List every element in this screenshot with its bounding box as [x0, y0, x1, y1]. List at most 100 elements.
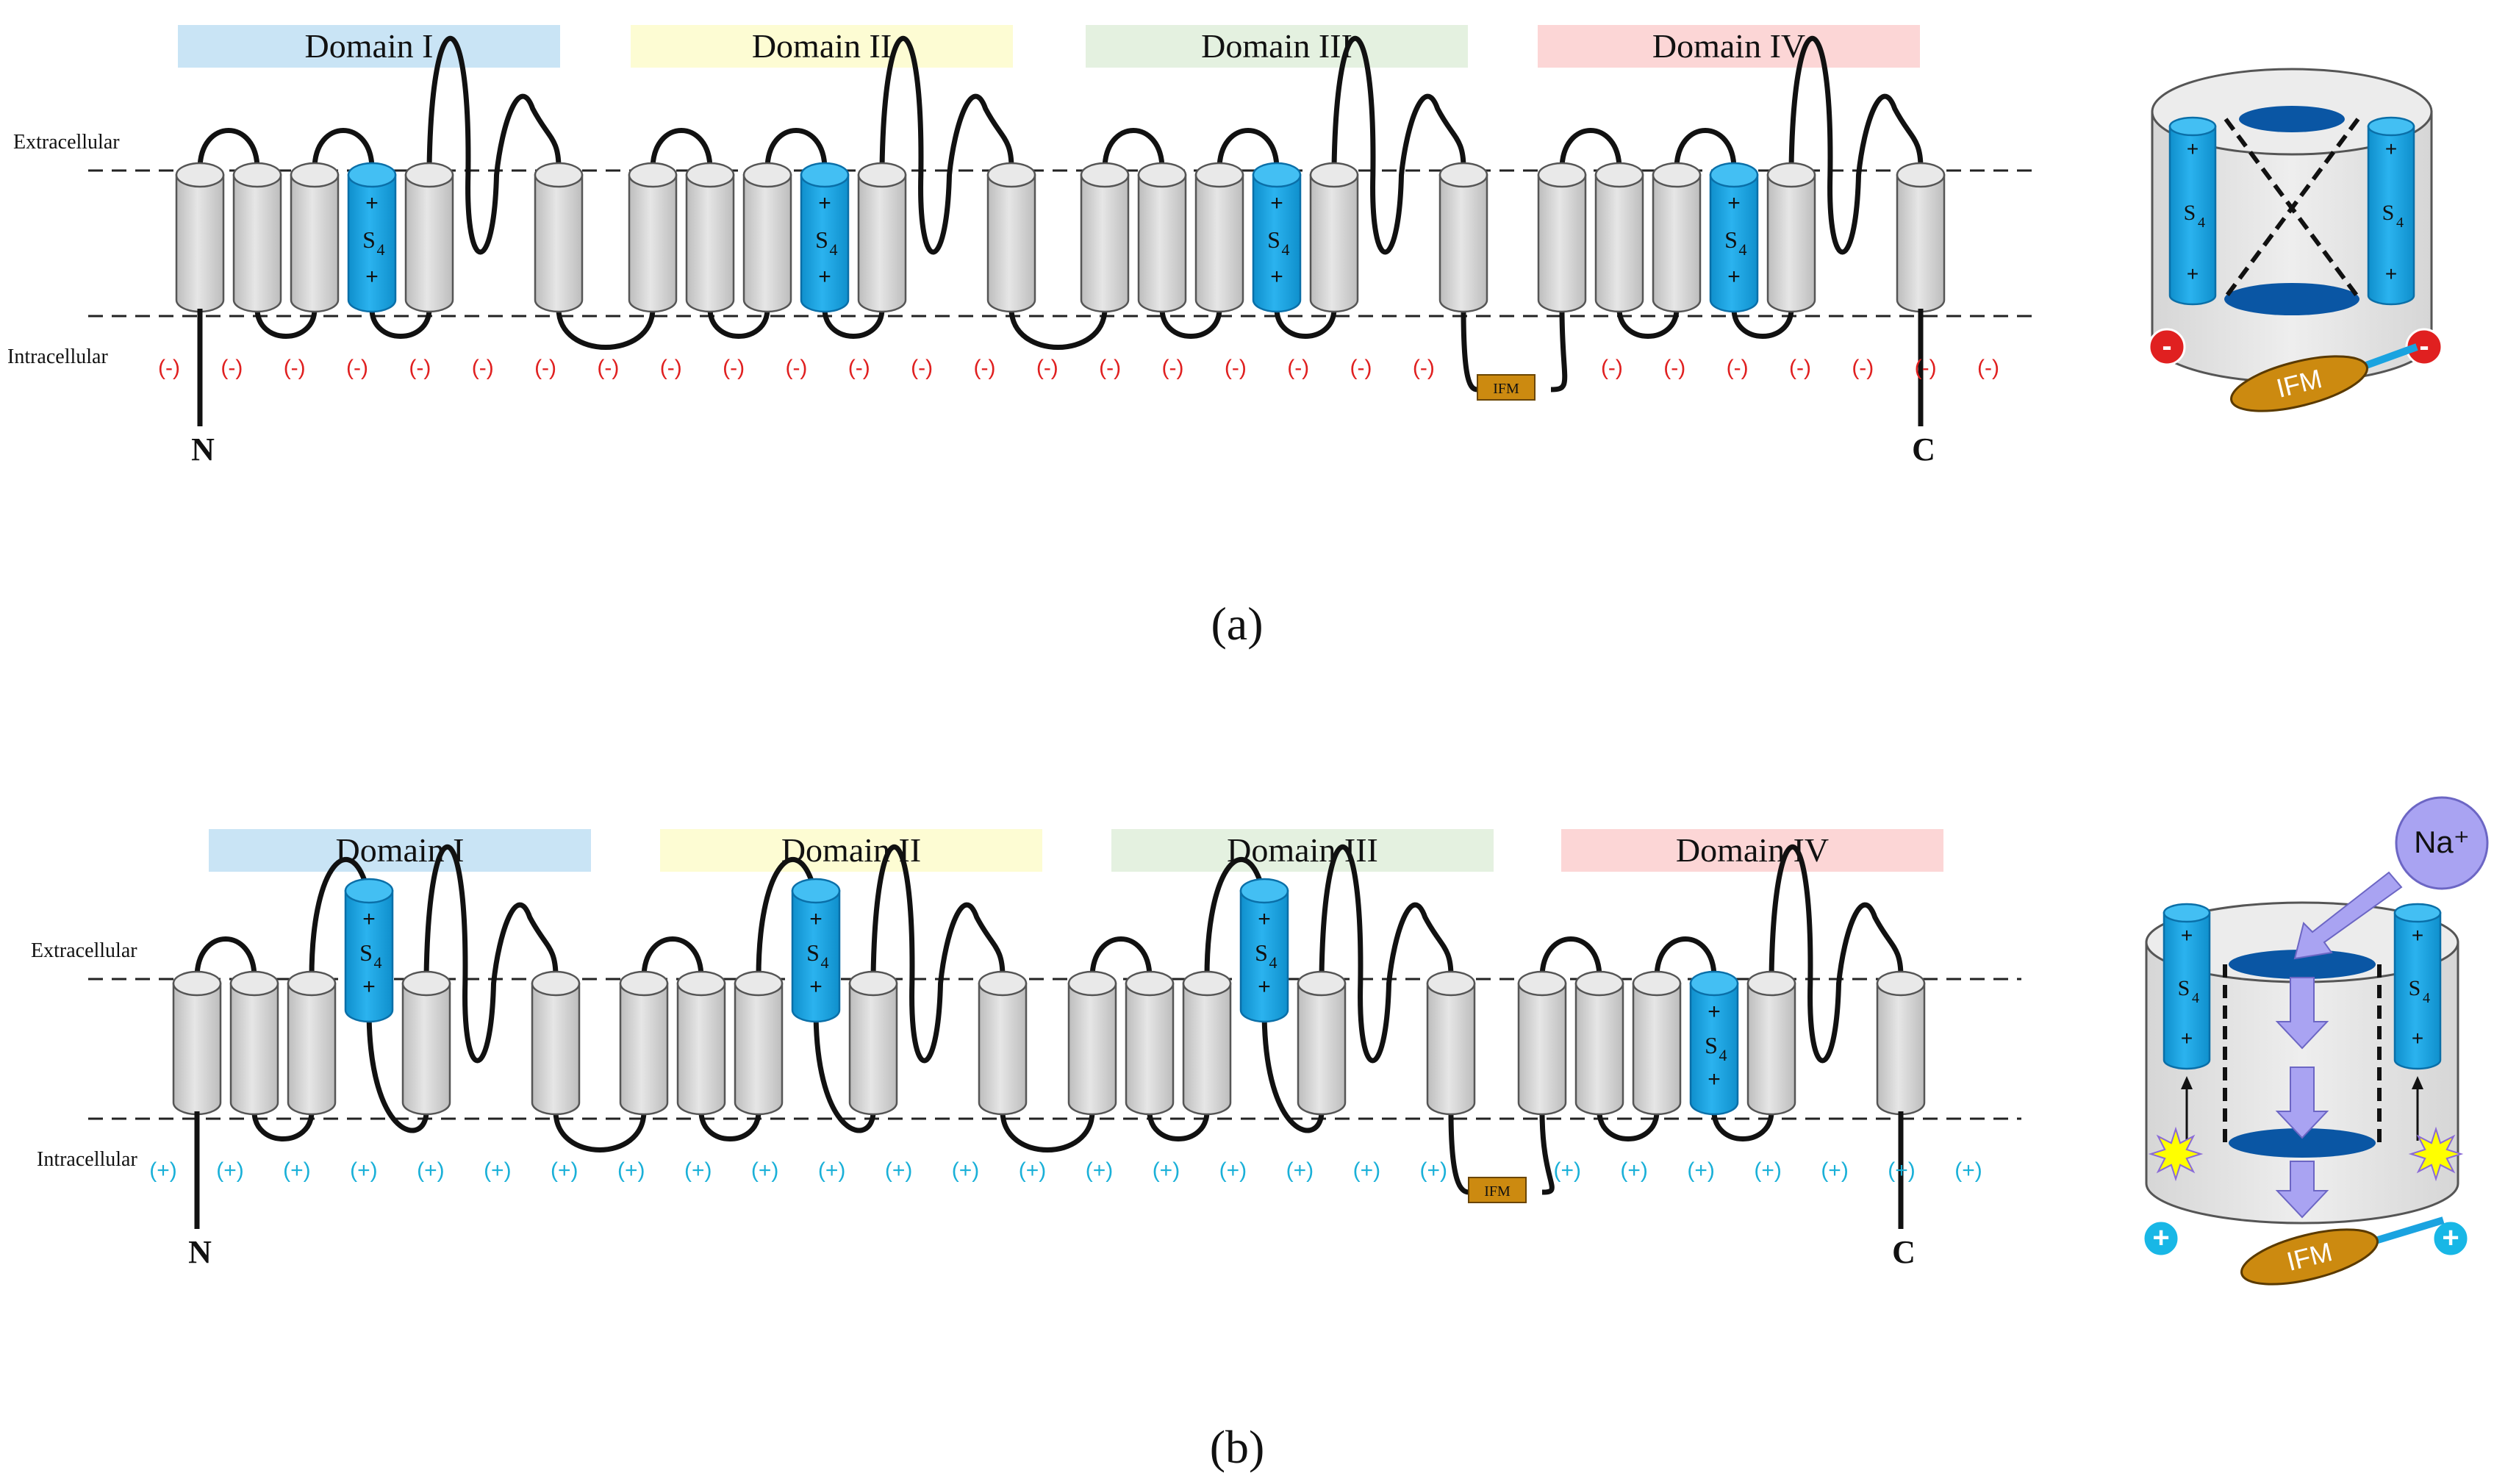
charge-symbol: (-) [1162, 356, 1184, 380]
s4-plus-sign: + [1708, 1067, 1721, 1092]
s4-helix: + S 4 + [1252, 162, 1302, 313]
charge-symbol: (+) [1754, 1158, 1782, 1183]
charge-sign: + [2442, 1222, 2459, 1254]
s4-label: S [1724, 226, 1738, 253]
helix [404, 162, 454, 313]
pore-bottom-opening [2224, 283, 2359, 315]
movement-arrowhead [2412, 1076, 2423, 1089]
extracellular-loop [1539, 936, 1602, 981]
charge-symbol: (+) [1153, 1158, 1180, 1183]
helix-body [619, 982, 669, 1116]
s4-helix-top [800, 162, 850, 188]
charge-symbol: (+) [1353, 1158, 1381, 1183]
s4-rod: + S 4 + [2367, 116, 2415, 306]
intracellular-loop [251, 1108, 315, 1141]
s4-subscript: 4 [1282, 240, 1290, 259]
charge-symbol: (+) [216, 1158, 244, 1183]
charge-symbol: (-) [1350, 356, 1372, 380]
helix [742, 162, 792, 313]
helix-body [290, 173, 340, 313]
s4-helix-body [1239, 889, 1289, 1023]
domain-banner [660, 829, 1042, 872]
charge-symbol: (+) [617, 1158, 645, 1183]
domain-banner [1086, 25, 1468, 68]
intracellular-loop [1731, 306, 1794, 339]
s4-plus-sign: + [362, 907, 376, 931]
helix [534, 162, 584, 313]
n-terminus-label: N [191, 431, 215, 467]
s4-helix: + S 4 + [791, 878, 841, 1023]
charge-symbol: (-) [221, 356, 243, 380]
helix [1652, 162, 1702, 313]
helix-top [1438, 162, 1488, 188]
helix-body [172, 982, 222, 1116]
intracellular-loop [822, 306, 885, 339]
s4-plus-sign: + [1270, 265, 1283, 289]
s4-helix-body [347, 173, 397, 313]
s4-plus-sign: + [2385, 262, 2397, 285]
domain-banner [1561, 829, 1943, 872]
extracellular-loop [1102, 128, 1165, 172]
charge-symbol: (+) [1888, 1158, 1916, 1183]
pore-loop [1331, 35, 1466, 255]
helix-top [1182, 970, 1232, 997]
pore-loop [1788, 35, 1924, 255]
helix [1182, 970, 1232, 1116]
domain-title: Domain IV [1652, 27, 1805, 65]
s4-rod-body [2393, 911, 2442, 1070]
helix-top [986, 162, 1036, 188]
pore-top-opening [2239, 106, 2345, 132]
s4-plus-sign: + [2181, 1027, 2193, 1050]
s4-label: S [1255, 939, 1268, 966]
helix-body [229, 982, 279, 1116]
helix-body [404, 173, 454, 313]
charge-circle [2142, 1219, 2180, 1258]
s4-label: S [1705, 1032, 1718, 1058]
charge-symbol: (-) [785, 356, 807, 380]
helix-top [1594, 162, 1644, 188]
charge-symbol: (-) [1601, 356, 1623, 380]
helix-body [1426, 982, 1476, 1116]
helix-top [1125, 970, 1175, 997]
helix [857, 162, 907, 313]
s4-helix-top [1239, 878, 1289, 904]
helix-body [676, 982, 726, 1116]
sodium-ion [2395, 796, 2489, 890]
extracellular-loop [1089, 936, 1153, 981]
helix-top [1137, 162, 1187, 188]
s4-plus-sign: + [2187, 262, 2199, 285]
helix [401, 970, 451, 1116]
helix-body [1194, 173, 1244, 313]
helix-body [1652, 173, 1702, 313]
s4-subscript: 4 [2423, 990, 2430, 1006]
charge-symbol: (-) [1727, 356, 1749, 380]
helix-body [1137, 173, 1187, 313]
pore-loop [1769, 844, 1904, 1064]
charge-symbol: (+) [1620, 1158, 1648, 1183]
helix-body [848, 982, 898, 1116]
charge-symbol: (-) [848, 356, 870, 380]
helix-body [1766, 173, 1816, 313]
panel-label: (b) [1210, 1421, 1265, 1473]
helix [1574, 970, 1624, 1116]
helix-body [986, 173, 1036, 313]
charge-symbol: (+) [1954, 1158, 1982, 1183]
pore-loop [423, 844, 559, 1064]
charge-symbol: (-) [284, 356, 306, 380]
helix [175, 162, 225, 313]
domain-title: Domain II [752, 27, 892, 65]
helix [1080, 162, 1130, 313]
helix [1137, 162, 1187, 313]
s4-plus-sign: + [1727, 265, 1741, 289]
s4-rod-top [2168, 116, 2217, 137]
s4-label: S [2178, 976, 2190, 1000]
s4-plus-sign: + [2385, 137, 2397, 160]
s4-helix-top [1709, 162, 1759, 188]
s4-rod-top [2162, 903, 2211, 923]
s4-subscript: 4 [374, 953, 382, 972]
ifm-motif [1477, 374, 1536, 401]
helix [628, 162, 678, 313]
c-terminus-label: C [1912, 431, 1935, 467]
s4-label: S [806, 939, 820, 966]
